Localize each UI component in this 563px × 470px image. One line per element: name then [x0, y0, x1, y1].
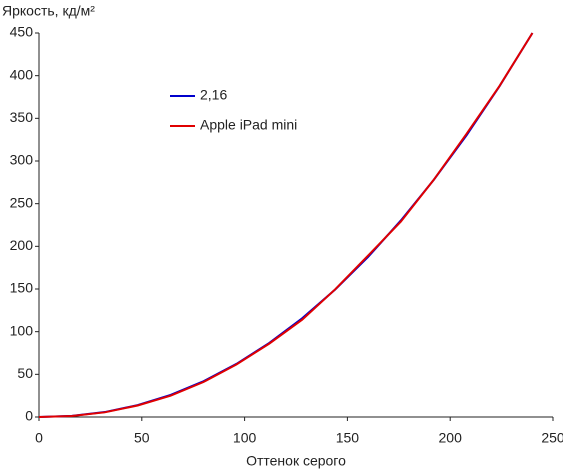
x-tick-label: 250 [541, 430, 563, 446]
y-tick-label: 450 [10, 24, 34, 40]
y-tick-label: 400 [10, 66, 34, 82]
y-tick-label: 350 [10, 109, 34, 125]
legend-label: Apple iPad mini [200, 117, 297, 133]
x-tick-label: 0 [35, 430, 43, 446]
y-tick-label: 200 [10, 237, 34, 253]
x-tick-label: 150 [336, 430, 360, 446]
y-tick-label: 50 [17, 365, 33, 381]
y-tick-label: 100 [10, 322, 34, 338]
line-series [38, 32, 534, 418]
x-axis-label: Оттенок серого [246, 453, 346, 469]
y-tick-label: 150 [10, 280, 34, 296]
x-tick-label: 50 [134, 430, 150, 446]
y-axis-label: Яркость, кд/м² [2, 3, 95, 19]
y-tick-label: 0 [25, 408, 33, 424]
y-tick-label: 250 [10, 194, 34, 210]
y-tick-label: 300 [10, 152, 34, 168]
legend-label: 2,16 [200, 87, 227, 103]
x-tick-label: 100 [233, 430, 257, 446]
x-tick-label: 200 [439, 430, 463, 446]
line-series [38, 32, 534, 418]
